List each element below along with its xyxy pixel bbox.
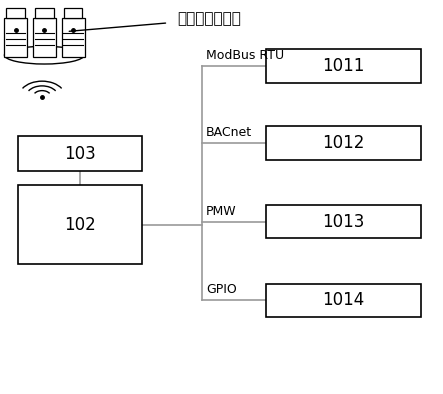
Text: 103: 103 xyxy=(64,145,96,163)
Ellipse shape xyxy=(4,46,84,64)
Text: PMW: PMW xyxy=(206,205,237,217)
Text: 1011: 1011 xyxy=(322,57,365,75)
Bar xyxy=(33,18,56,57)
Text: GPIO: GPIO xyxy=(206,284,237,296)
Bar xyxy=(6,8,25,18)
Bar xyxy=(266,284,421,317)
Text: 1014: 1014 xyxy=(322,292,365,309)
Bar xyxy=(35,8,54,18)
Text: ModBus RTU: ModBus RTU xyxy=(206,49,284,62)
Text: 1012: 1012 xyxy=(322,134,365,152)
Bar xyxy=(266,126,421,160)
Text: 物联网云服务器: 物联网云服务器 xyxy=(177,11,241,26)
Text: 1013: 1013 xyxy=(322,213,365,230)
Bar xyxy=(266,205,421,238)
Text: BACnet: BACnet xyxy=(206,126,252,139)
Bar xyxy=(4,18,27,57)
Bar xyxy=(18,136,142,171)
Bar xyxy=(266,49,421,83)
Text: 102: 102 xyxy=(64,216,96,234)
Bar xyxy=(64,8,82,18)
Bar xyxy=(62,18,85,57)
Bar xyxy=(18,185,142,264)
